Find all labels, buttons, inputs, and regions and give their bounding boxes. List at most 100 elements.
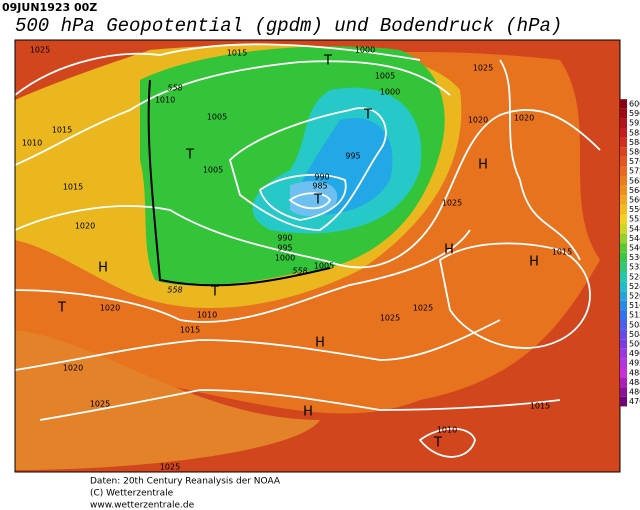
colorbar-label: 492 bbox=[629, 359, 640, 368]
geopotential-label: 558 bbox=[167, 286, 182, 295]
map-labels: 1025 1015 1000 1025 1010 1005 1000 1005 … bbox=[22, 46, 572, 472]
colorbar-swatch bbox=[620, 185, 627, 196]
isobar-label: 990 bbox=[277, 234, 292, 243]
pressure-center: H bbox=[98, 261, 108, 276]
isobar-label: 1025 bbox=[30, 46, 50, 55]
colorbar-label: 564 bbox=[629, 186, 640, 195]
colorbar-label: 504 bbox=[629, 330, 640, 339]
isobar-label: 1025 bbox=[90, 400, 110, 409]
pressure-center: H bbox=[315, 336, 325, 351]
colorbar-label: 568 bbox=[629, 176, 640, 185]
isobar-label: 1015 bbox=[227, 49, 247, 58]
colorbar-swatch bbox=[620, 195, 627, 205]
colorbar-swatch bbox=[620, 396, 627, 407]
colorbar-label: 520 bbox=[629, 292, 640, 301]
colorbar-label: 560 bbox=[629, 196, 640, 205]
colorbar-swatch bbox=[620, 118, 627, 128]
colorbar-label: 488 bbox=[629, 368, 640, 377]
isobar-label: 1025 bbox=[380, 314, 400, 323]
isobar-label: 1015 bbox=[52, 126, 72, 135]
pressure-center: T bbox=[323, 54, 332, 69]
colorbar-swatch bbox=[620, 320, 627, 330]
colorbar-swatch bbox=[620, 176, 627, 186]
pressure-center: T bbox=[363, 108, 372, 123]
colorbar-label: 540 bbox=[629, 244, 640, 253]
pressure-center: T bbox=[210, 285, 219, 300]
isobar-label: 1010 bbox=[437, 426, 457, 435]
colorbar-label: 588 bbox=[629, 128, 640, 137]
isobar-label: 1005 bbox=[314, 262, 334, 271]
colorbar-label: 528 bbox=[629, 272, 640, 281]
colorbar-swatch bbox=[620, 128, 627, 138]
isobar-label: 1025 bbox=[473, 64, 493, 73]
isobar-label: 1005 bbox=[203, 166, 223, 175]
colorbar-swatch bbox=[620, 204, 627, 215]
colorbar-label: 500 bbox=[629, 340, 640, 349]
colorbar-swatch bbox=[620, 214, 627, 224]
colorbar-swatch bbox=[620, 358, 627, 368]
colorbar-label: 516 bbox=[629, 301, 640, 310]
geopotential-label: 558 bbox=[292, 267, 307, 276]
colorbar-swatch bbox=[620, 348, 627, 359]
colorbar-swatch bbox=[620, 262, 627, 272]
isobar-label: 1020 bbox=[75, 222, 95, 231]
colorbar-label: 600 bbox=[629, 100, 640, 109]
colorbar-label: 576 bbox=[629, 157, 640, 166]
footer-source: Daten: 20th Century Reanalysis der NOAA bbox=[90, 477, 281, 487]
pressure-center: H bbox=[303, 405, 313, 420]
colorbar-label: 580 bbox=[629, 148, 640, 157]
pressure-center: H bbox=[529, 255, 539, 270]
title: 500 hPa Geopotential (gpdm) und Bodendru… bbox=[15, 15, 562, 37]
colorbar-swatch bbox=[620, 147, 627, 157]
colorbar-swatch bbox=[620, 108, 627, 119]
colorbar-swatch bbox=[620, 243, 627, 253]
isobar-label: 1000 bbox=[380, 88, 400, 97]
isobar-label: 995 bbox=[277, 244, 292, 253]
colorbar-swatch bbox=[620, 377, 627, 388]
isobar-label: 1025 bbox=[413, 304, 433, 313]
colorbar-swatch bbox=[620, 368, 627, 378]
isobar-label: 1015 bbox=[63, 183, 83, 192]
colorbar-label: 544 bbox=[629, 234, 640, 243]
colorbar-swatch bbox=[620, 156, 627, 167]
colorbar-label: 536 bbox=[629, 253, 640, 262]
isobar-label: 1015 bbox=[180, 326, 200, 335]
isobar-label: 1015 bbox=[530, 402, 550, 411]
colorbar-swatch bbox=[620, 339, 627, 349]
isobar-label: 1005 bbox=[375, 72, 395, 81]
isobar-label: 990 bbox=[314, 173, 329, 182]
pressure-center: H bbox=[478, 158, 488, 173]
colorbar: 6005965925885845805765725685645605565525… bbox=[620, 99, 640, 407]
colorbar-label: 512 bbox=[629, 311, 640, 320]
colorbar-label: 476 bbox=[629, 397, 640, 406]
date: 09JUN1923 00Z bbox=[2, 1, 97, 14]
isobar-label: 1025 bbox=[442, 199, 462, 208]
colorbar-swatch bbox=[620, 166, 627, 176]
colorbar-swatch bbox=[620, 272, 627, 282]
isobar-label: 995 bbox=[345, 152, 360, 161]
pressure-center: T bbox=[57, 301, 66, 316]
geopotential-label: 558 bbox=[167, 84, 182, 93]
colorbar-swatch bbox=[620, 387, 627, 397]
colorbar-swatch bbox=[620, 291, 627, 301]
colorbar-swatch bbox=[620, 99, 627, 109]
isobar-label: 985 bbox=[312, 182, 327, 191]
pressure-center: H bbox=[444, 243, 454, 258]
map bbox=[15, 40, 620, 472]
isobar-label: 1020 bbox=[514, 114, 534, 123]
colorbar-swatch bbox=[620, 224, 627, 234]
colorbar-label: 556 bbox=[629, 205, 640, 214]
colorbar-swatch bbox=[620, 300, 627, 311]
pressure-center: T bbox=[185, 148, 194, 163]
pressure-center: T bbox=[433, 436, 442, 451]
colorbar-swatch bbox=[620, 233, 627, 244]
colorbar-label: 592 bbox=[629, 119, 640, 128]
colorbar-label: 552 bbox=[629, 215, 640, 224]
colorbar-label: 532 bbox=[629, 263, 640, 272]
pressure-center: T bbox=[313, 193, 322, 208]
colorbar-swatch bbox=[620, 252, 627, 263]
footer-url: www.wetterzentrale.de bbox=[90, 501, 195, 510]
colorbar-label: 480 bbox=[629, 388, 640, 397]
isobar-label: 1020 bbox=[468, 116, 488, 125]
